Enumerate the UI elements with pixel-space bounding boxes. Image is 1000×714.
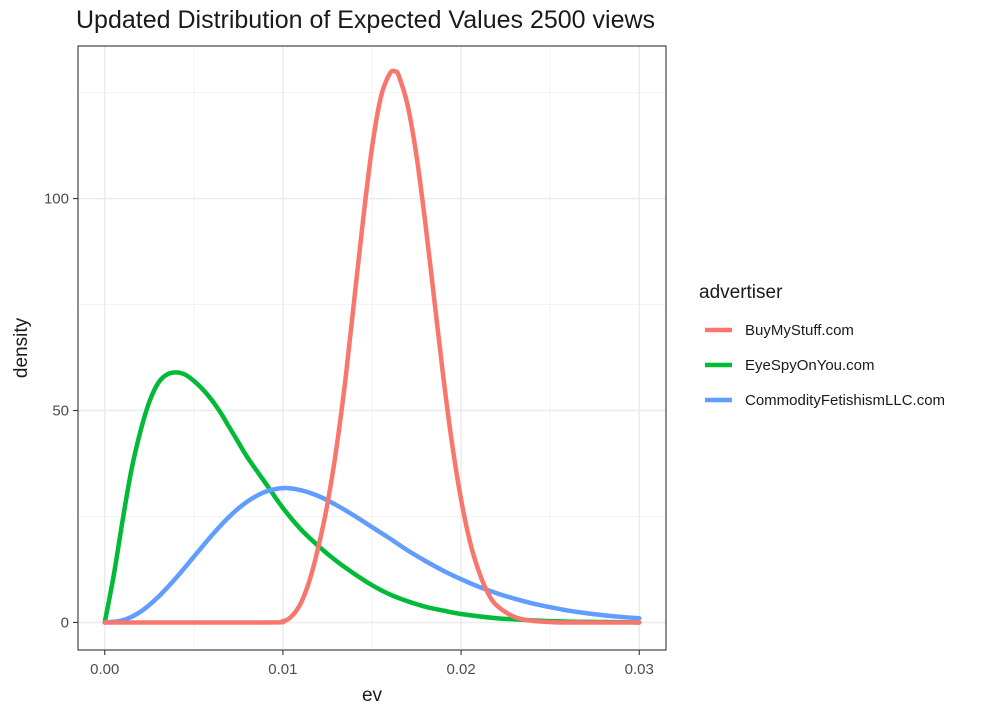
series-lines <box>102 68 642 625</box>
legend-label: BuyMyStuff.com <box>745 322 854 339</box>
series-line-buymystuff-com <box>102 68 642 625</box>
series-line-eyespyonyou-com <box>102 370 642 625</box>
x-tick-label: 0.03 <box>625 661 654 678</box>
legend-label: EyeSpyOnYou.com <box>745 357 875 374</box>
x-axis: 0.00 0.01 0.02 0.03 <box>90 650 654 678</box>
y-tick-label: 0 <box>61 614 69 631</box>
y-axis-title: density <box>11 317 32 378</box>
x-tick-label: 0.01 <box>268 661 297 678</box>
y-tick-label: 100 <box>44 191 69 208</box>
y-axis: 0 50 100 <box>44 191 78 631</box>
legend: advertiser BuyMyStuff.com EyeSpyOnYou.com… <box>699 282 945 409</box>
y-tick-label: 50 <box>52 403 69 420</box>
chart-title: Updated Distribution of Expected Values … <box>76 6 655 34</box>
legend-title: advertiser <box>699 282 783 303</box>
legend-label: CommodityFetishismLLC.com <box>745 392 945 409</box>
series-line-commodityfetishismllc-com <box>102 485 642 625</box>
legend-items: BuyMyStuff.com EyeSpyOnYou.com CommodityFe… <box>705 322 945 409</box>
panel-border <box>77 45 667 651</box>
x-tick-label: 0.00 <box>90 661 119 678</box>
x-tick-label: 0.02 <box>446 661 475 678</box>
plot-panel <box>77 45 667 651</box>
x-axis-title: ev <box>362 685 383 706</box>
